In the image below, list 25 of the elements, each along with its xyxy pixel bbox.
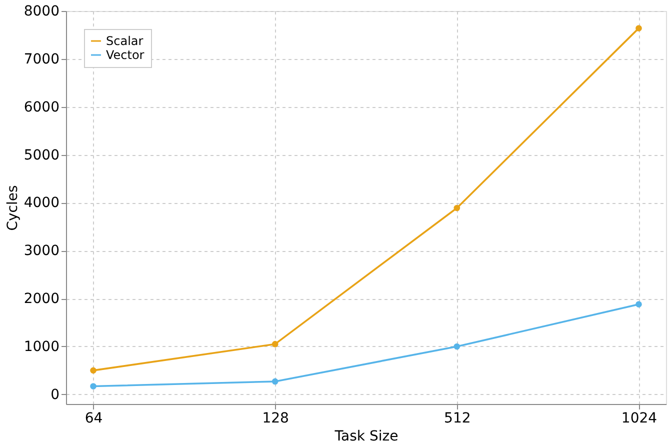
y-axis-title: Cycles [4, 185, 21, 231]
y-tick-label: 0 [50, 386, 60, 403]
point [272, 340, 278, 348]
y-tick-label: 1000 [24, 338, 60, 355]
point [636, 301, 642, 308]
x-tick-label: 512 [444, 410, 471, 426]
y-tick-label: 7000 [24, 51, 60, 68]
point [90, 383, 96, 390]
y-tick-label: 6000 [24, 99, 60, 116]
y-tick-label: 3000 [24, 243, 60, 260]
x-tick-label: 1024 [621, 410, 658, 426]
point [454, 204, 460, 212]
point [90, 367, 96, 374]
legend-label: Scalar [106, 34, 144, 48]
x-tick-label: 64 [84, 410, 103, 426]
x-tick-label: 128 [262, 410, 289, 426]
y-tick-label: 2000 [24, 291, 60, 308]
y-tick-label: 4000 [24, 195, 60, 212]
y-tick-label: 8000 [24, 4, 60, 20]
point [272, 378, 278, 385]
x-axis-title: Task Size [334, 428, 398, 444]
point [636, 25, 642, 32]
y-tick-label: 5000 [24, 147, 60, 164]
legend-label: Vector [106, 48, 144, 62]
point [454, 343, 460, 350]
